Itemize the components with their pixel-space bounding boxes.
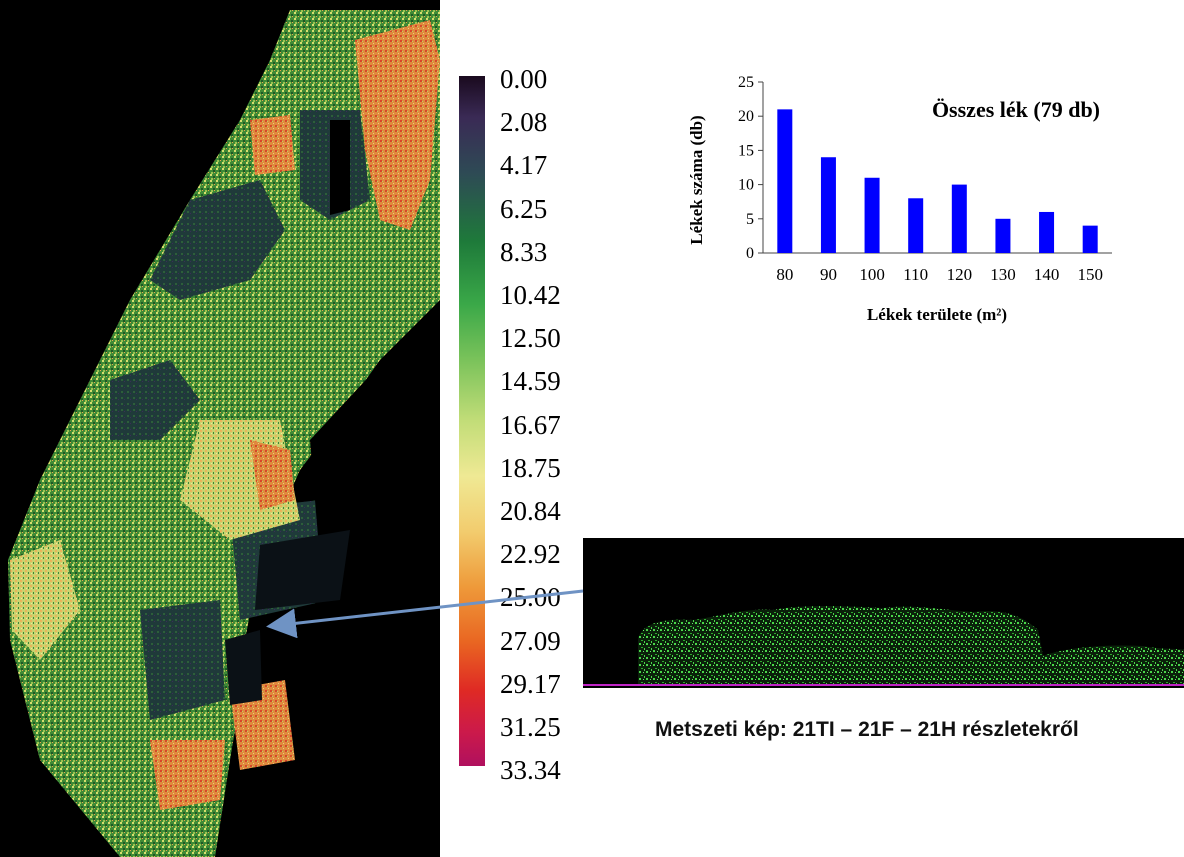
ground-line <box>583 684 1184 686</box>
x-tick-label: 80 <box>776 265 793 284</box>
cross-section-image <box>583 538 1184 688</box>
canopy-height-map-image <box>8 10 440 857</box>
legend-value: 6.25 <box>500 193 548 224</box>
color-scale-bar <box>459 76 485 766</box>
x-tick-label: 150 <box>1077 265 1103 284</box>
legend-value: 16.67 <box>500 409 561 440</box>
x-tick-label: 90 <box>820 265 837 284</box>
bar-150 <box>1082 225 1098 253</box>
gap-area-bar-chart: 0 5 10 15 20 25 80 90 100 110 120 130 140 150 Összes… <box>687 74 1112 324</box>
y-tick-label: 25 <box>738 74 754 91</box>
bar-90 <box>820 157 836 253</box>
y-tick-label: 20 <box>738 108 754 125</box>
canopy-height-map <box>0 0 440 857</box>
legend-value: 10.42 <box>500 280 561 310</box>
y-tick-label: 10 <box>738 177 754 194</box>
legend-value: 14.59 <box>500 366 561 397</box>
legend-value: 8.33 <box>500 236 548 267</box>
chart-x-tick-labels: 80 90 100 110 120 130 140 150 <box>776 265 1103 284</box>
bar-100 <box>864 177 880 253</box>
legend-value: 4.17 <box>500 150 548 181</box>
legend-value: 0.00 <box>500 64 548 94</box>
chart-bars <box>777 109 1098 253</box>
x-tick-label: 110 <box>903 265 928 284</box>
cross-section-profile <box>583 606 1184 686</box>
chart-y-tick-labels: 0 5 10 15 20 25 <box>738 74 754 262</box>
bar-130 <box>995 218 1011 253</box>
y-tick-label: 0 <box>746 245 754 262</box>
legend-value: 29.17 <box>500 668 561 699</box>
legend-value: 25.00 <box>500 582 561 613</box>
bar-140 <box>1039 211 1055 253</box>
chart-y-axis-label: Lékek száma (db) <box>687 115 706 244</box>
legend-value: 27.09 <box>500 625 561 656</box>
x-tick-label: 120 <box>947 265 973 284</box>
cross-section-caption: Metszeti kép: 21TI – 21F – 21H részletek… <box>655 718 1079 741</box>
bar-110 <box>908 198 924 253</box>
legend-value: 31.25 <box>500 712 561 742</box>
legend-value: 20.84 <box>500 496 561 526</box>
legend-value: 22.92 <box>500 539 561 570</box>
x-tick-label: 100 <box>859 265 885 284</box>
chart-title: Összes lék (79 db) <box>932 97 1100 122</box>
y-tick-label: 15 <box>738 142 754 159</box>
bar-80 <box>777 109 793 253</box>
chart-x-axis-label: Lékek területe (m²) <box>867 305 1007 324</box>
legend-value: 33.34 <box>500 755 561 786</box>
legend-value: 2.08 <box>500 107 548 138</box>
legend-value: 12.50 <box>500 323 561 354</box>
y-tick-label: 5 <box>746 211 754 228</box>
legend-value: 18.75 <box>500 452 561 483</box>
bar-120 <box>951 184 967 253</box>
x-tick-label: 140 <box>1034 265 1060 284</box>
x-tick-label: 130 <box>990 265 1016 284</box>
